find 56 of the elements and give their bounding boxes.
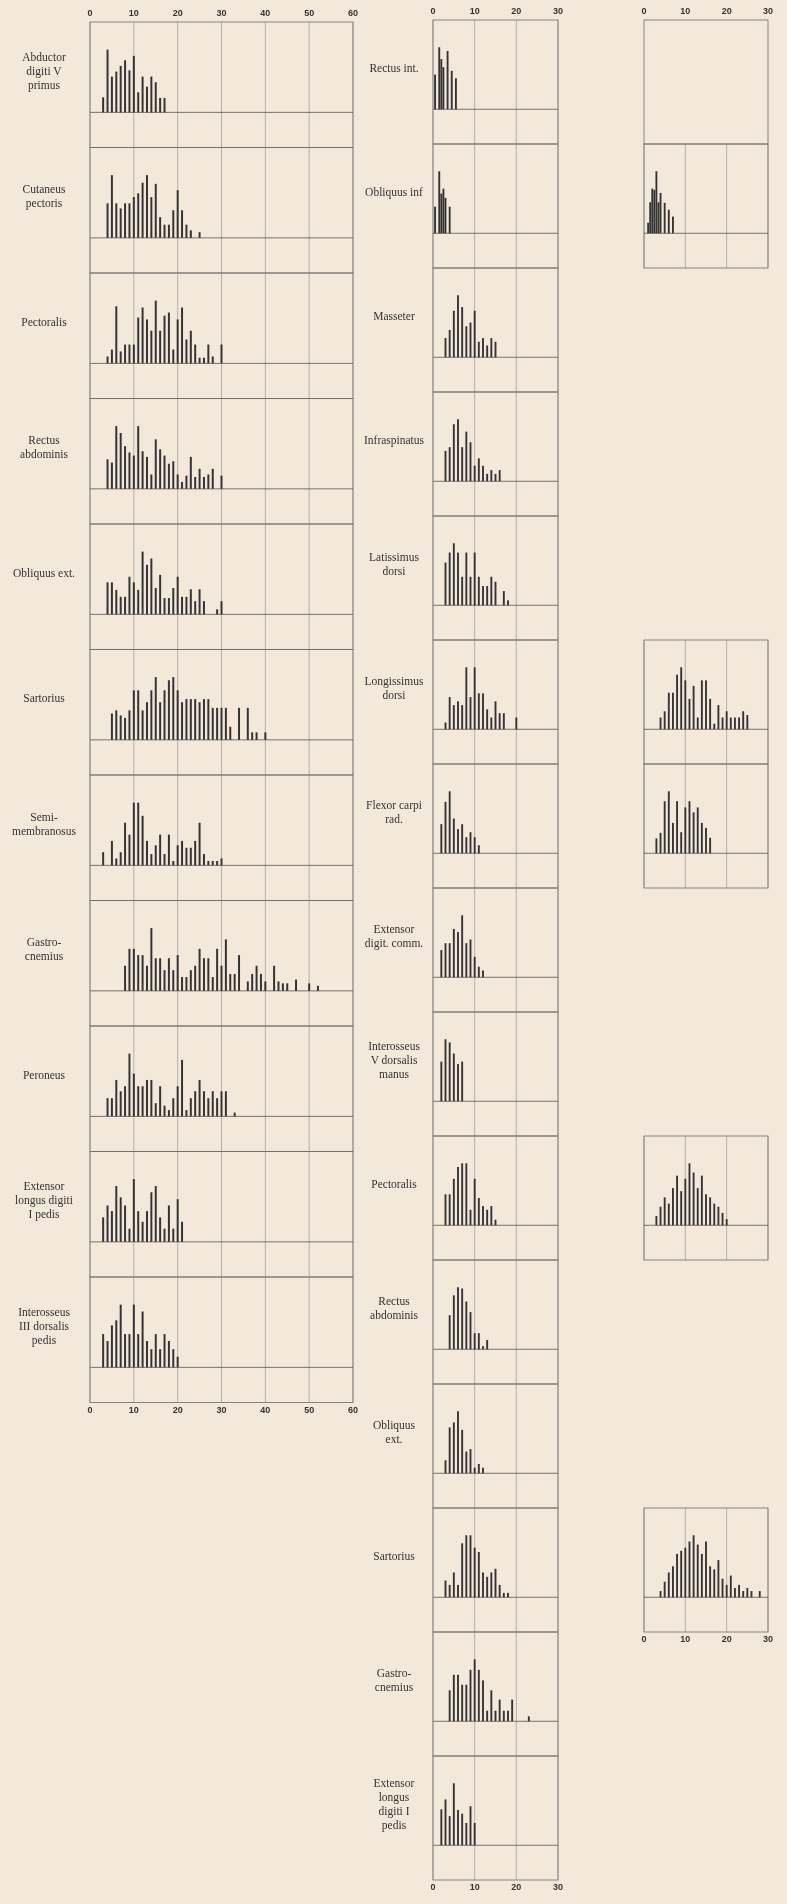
x-tick-label: 50 (304, 8, 315, 18)
text: Infraspinatus (363, 434, 425, 448)
text: Rectus abdominis (20, 434, 69, 461)
text: Semi-membranosus (12, 810, 77, 837)
x-tick-label: 0 (430, 6, 436, 16)
x-tick-label: 0 (430, 1882, 436, 1892)
x-tick-label: 0 (641, 1634, 647, 1644)
x-tick-label: 10 (680, 1634, 691, 1644)
text: Gastro-cnemius (24, 936, 64, 963)
x-tick-label: 30 (762, 6, 774, 16)
text: Obliquus inf (365, 186, 424, 200)
text: Sartorius (23, 692, 66, 705)
x-tick-label: 0 (641, 6, 647, 16)
text: Extensor longus digiti I pedis (373, 1777, 415, 1833)
text: Obliquus ext. (13, 566, 76, 580)
x-tick-label: 10 (680, 6, 691, 16)
x-tick-label: 20 (721, 1634, 732, 1644)
x-tick-label: 30 (762, 1634, 774, 1644)
x-tick-label: 0 (87, 1404, 93, 1415)
text: Interosseus III dorsalis pedis (18, 1305, 71, 1347)
text: Extensor digit. comm. (364, 923, 424, 951)
text: Rectus abdominis (370, 1295, 419, 1322)
x-tick-label: 50 (304, 1404, 315, 1415)
text: Rectus int. (369, 62, 419, 75)
x-tick-label: 20 (172, 1404, 183, 1415)
x-tick-label: 30 (552, 6, 564, 16)
text: Masseter (373, 310, 415, 323)
text: Interosseus V dorsalis manus (368, 1040, 421, 1081)
text: Obliquus ext. (372, 1419, 416, 1446)
text: Flexor carpi rad. (366, 799, 422, 826)
x-tick-label: 0 (87, 8, 93, 18)
x-tick-label: 30 (216, 8, 227, 18)
text: Latissimus dorsi (369, 551, 420, 578)
x-tick-label: 30 (552, 1882, 564, 1892)
text: Pectoralis (371, 1178, 418, 1191)
text: Cutaneus pectoris (22, 183, 66, 211)
x-tick-label: 30 (216, 1404, 227, 1415)
x-tick-label: 10 (469, 1882, 480, 1892)
text: Pectoralis (21, 315, 68, 328)
x-tick-label: 10 (128, 8, 139, 18)
text: Sartorius (373, 1550, 416, 1563)
text: Gastro-cnemius (374, 1667, 414, 1694)
x-tick-label: 10 (469, 6, 480, 16)
text: Peroneus (22, 1068, 66, 1081)
text: Longissimus dorsi (364, 675, 424, 702)
x-tick-label: 40 (260, 1404, 271, 1415)
x-tick-label: 20 (172, 8, 183, 18)
text: Extensor longus digiti I pedis (15, 1180, 73, 1222)
x-tick-label: 40 (260, 8, 271, 18)
text: Abductor digiti V primus (22, 50, 66, 92)
x-tick-label: 20 (511, 1882, 522, 1892)
x-tick-label: 60 (347, 1404, 359, 1415)
x-tick-label: 20 (511, 6, 522, 16)
x-tick-label: 20 (721, 6, 732, 16)
x-tick-label: 10 (128, 1404, 139, 1415)
x-tick-label: 60 (347, 8, 359, 18)
